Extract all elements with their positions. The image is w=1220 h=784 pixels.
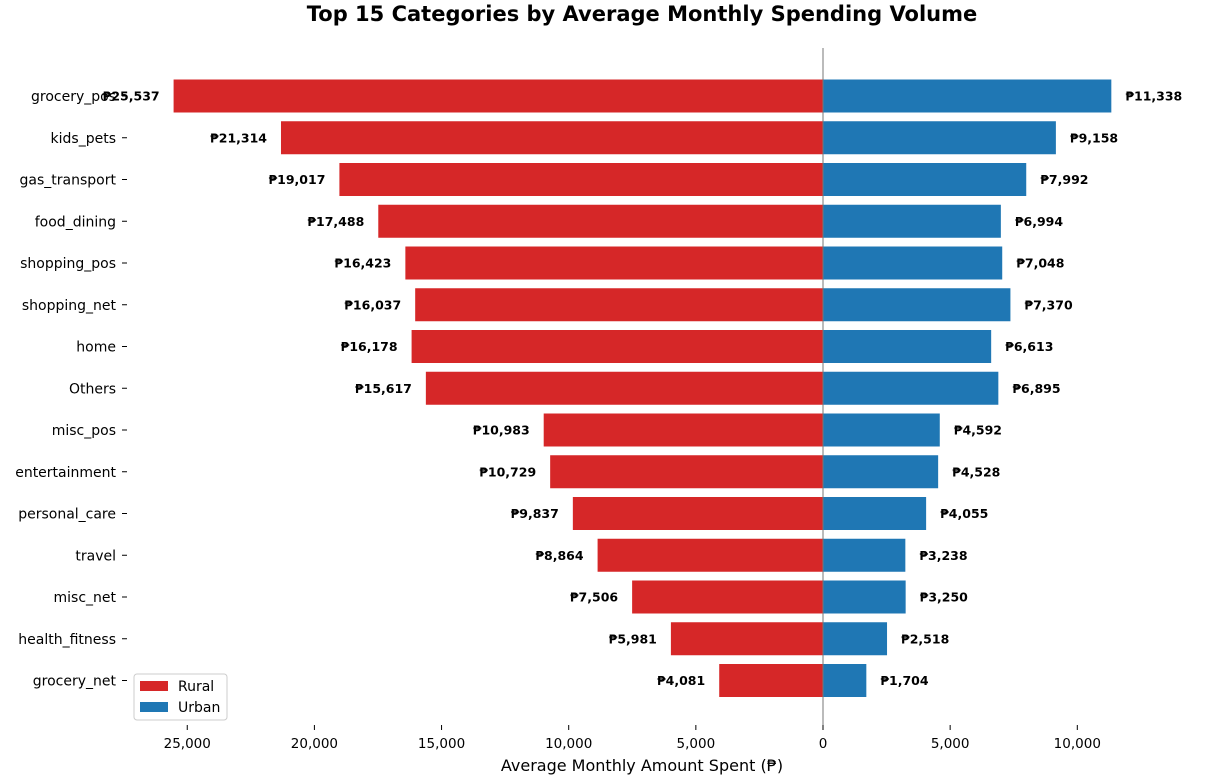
bar-rural-kids_pets [280, 121, 823, 155]
bar-urban-misc_net [823, 580, 906, 614]
data-label-rural-misc_net: ₱7,506 [570, 590, 619, 605]
bar-rural-home [411, 330, 823, 363]
x-tick-label: 5,000 [677, 736, 716, 752]
bar-urban-shopping_pos [823, 246, 1003, 280]
data-label-rural-kids_pets: ₱21,314 [210, 130, 267, 145]
category-label-shopping_pos: shopping_pos [20, 256, 116, 272]
data-label-urban-misc_net: ₱3,250 [920, 590, 969, 605]
data-label-rural-shopping_net: ₱16,037 [344, 297, 401, 312]
category-label-misc_pos: misc_pos [52, 423, 116, 439]
x-axis-label: Average Monthly Amount Spent (₱) [501, 756, 783, 775]
category-label-gas_transport: gas_transport [20, 173, 117, 189]
category-label-health_fitness: health_fitness [18, 632, 116, 648]
data-label-urban-entertainment: ₱4,528 [952, 464, 1000, 479]
bar-urban-shopping_net [823, 288, 1011, 322]
category-label-entertainment: entertainment [15, 465, 116, 481]
category-label-shopping_net: shopping_net [22, 298, 117, 314]
x-tick-label: 25,000 [164, 736, 211, 752]
data-label-urban-travel: ₱3,238 [919, 548, 967, 563]
bar-urban-gas_transport [823, 163, 1027, 196]
data-label-urban-kids_pets: ₱9,158 [1070, 130, 1118, 145]
chart-title: Top 15 Categories by Average Monthly Spe… [307, 2, 978, 26]
data-label-urban-health_fitness: ₱2,518 [901, 631, 949, 646]
legend: Rural Urban [133, 673, 228, 721]
data-label-rural-health_fitness: ₱5,981 [609, 631, 657, 646]
category-label-kids_pets: kids_pets [51, 131, 116, 147]
y-axis-categories: grocery_pos kids_pets gas_transport food_di… [15, 89, 127, 690]
bar-urban-entertainment [823, 455, 939, 489]
bar-urban-misc_pos [823, 413, 940, 447]
bar-urban-kids_pets [823, 121, 1056, 155]
category-label-home: home [76, 340, 116, 356]
legend-label-urban: Urban [178, 700, 220, 716]
bar-rural-health_fitness [670, 622, 823, 656]
bar-urban-Others [823, 371, 999, 405]
category-label-food_dining: food_dining [35, 214, 116, 230]
data-label-urban-gas_transport: ₱7,992 [1040, 172, 1088, 187]
data-label-urban-shopping_net: ₱7,370 [1024, 297, 1073, 312]
category-label-grocery_net: grocery_net [33, 674, 117, 690]
data-label-rural-misc_pos: ₱10,983 [473, 423, 530, 438]
data-label-urban-personal_care: ₱4,055 [940, 506, 988, 521]
legend-swatch-rural [140, 681, 168, 691]
x-tick-label: 10,000 [545, 736, 592, 752]
bar-rural-shopping_pos [405, 246, 823, 280]
data-label-rural-home: ₱16,178 [341, 339, 398, 354]
bar-urban-home [823, 330, 992, 363]
x-tick-label: 0 [819, 736, 828, 752]
legend-label-rural: Rural [178, 679, 214, 695]
data-label-rural-shopping_pos: ₱16,423 [334, 256, 391, 271]
bar-urban-travel [823, 538, 906, 572]
data-label-urban-food_dining: ₱6,994 [1015, 214, 1064, 229]
category-label-Others: Others [69, 381, 116, 397]
data-labels-group: ₱25,537 ₱11,338 ₱21,314 ₱9,158 ₱19,017 ₱7,992… [103, 89, 1183, 689]
data-label-urban-grocery_net: ₱1,704 [880, 673, 929, 688]
bar-urban-personal_care [823, 497, 927, 530]
data-label-urban-home: ₱6,613 [1005, 339, 1053, 354]
bar-rural-grocery_net [719, 664, 823, 697]
x-tick-label: 15,000 [418, 736, 465, 752]
bar-rural-misc_net [632, 580, 823, 614]
bar-rural-personal_care [572, 497, 823, 530]
category-label-misc_net: misc_net [54, 590, 117, 606]
category-label-personal_care: personal_care [18, 507, 116, 523]
data-label-rural-personal_care: ₱9,837 [511, 506, 559, 521]
data-label-rural-grocery_net: ₱4,081 [657, 673, 705, 688]
data-label-rural-entertainment: ₱10,729 [479, 464, 536, 479]
bar-rural-food_dining [378, 204, 823, 238]
data-label-urban-Others: ₱6,895 [1012, 381, 1060, 396]
bar-urban-food_dining [823, 204, 1001, 238]
data-label-rural-grocery_pos: ₱25,537 [103, 89, 160, 104]
category-label-grocery_pos: grocery_pos [31, 89, 116, 105]
bar-rural-Others [425, 371, 823, 405]
bars-group [173, 79, 1112, 697]
x-tick-label: 20,000 [291, 736, 338, 752]
bar-urban-grocery_net [823, 664, 867, 697]
legend-swatch-urban [140, 702, 168, 712]
bar-rural-travel [597, 538, 823, 572]
bar-rural-shopping_net [415, 288, 823, 322]
data-label-rural-travel: ₱8,864 [535, 548, 584, 563]
bar-rural-grocery_pos [173, 79, 823, 113]
bar-urban-grocery_pos [823, 79, 1112, 113]
data-label-urban-shopping_pos: ₱7,048 [1016, 256, 1064, 271]
data-label-rural-Others: ₱15,617 [355, 381, 412, 396]
data-label-rural-food_dining: ₱17,488 [307, 214, 364, 229]
bar-rural-gas_transport [339, 163, 823, 196]
bar-rural-entertainment [550, 455, 823, 489]
bar-urban-health_fitness [823, 622, 888, 656]
x-tick-label: 5,000 [931, 736, 970, 752]
bar-rural-misc_pos [543, 413, 823, 447]
x-tick-label: 10,000 [1054, 736, 1101, 752]
category-label-travel: travel [75, 548, 116, 564]
data-label-urban-misc_pos: ₱4,592 [954, 423, 1002, 438]
x-axis-ticks: 25,000 20,000 15,000 10,000 5,000 0 5,000 10,00… [164, 725, 1101, 752]
data-label-rural-gas_transport: ₱19,017 [268, 172, 325, 187]
data-label-urban-grocery_pos: ₱11,338 [1125, 89, 1182, 104]
